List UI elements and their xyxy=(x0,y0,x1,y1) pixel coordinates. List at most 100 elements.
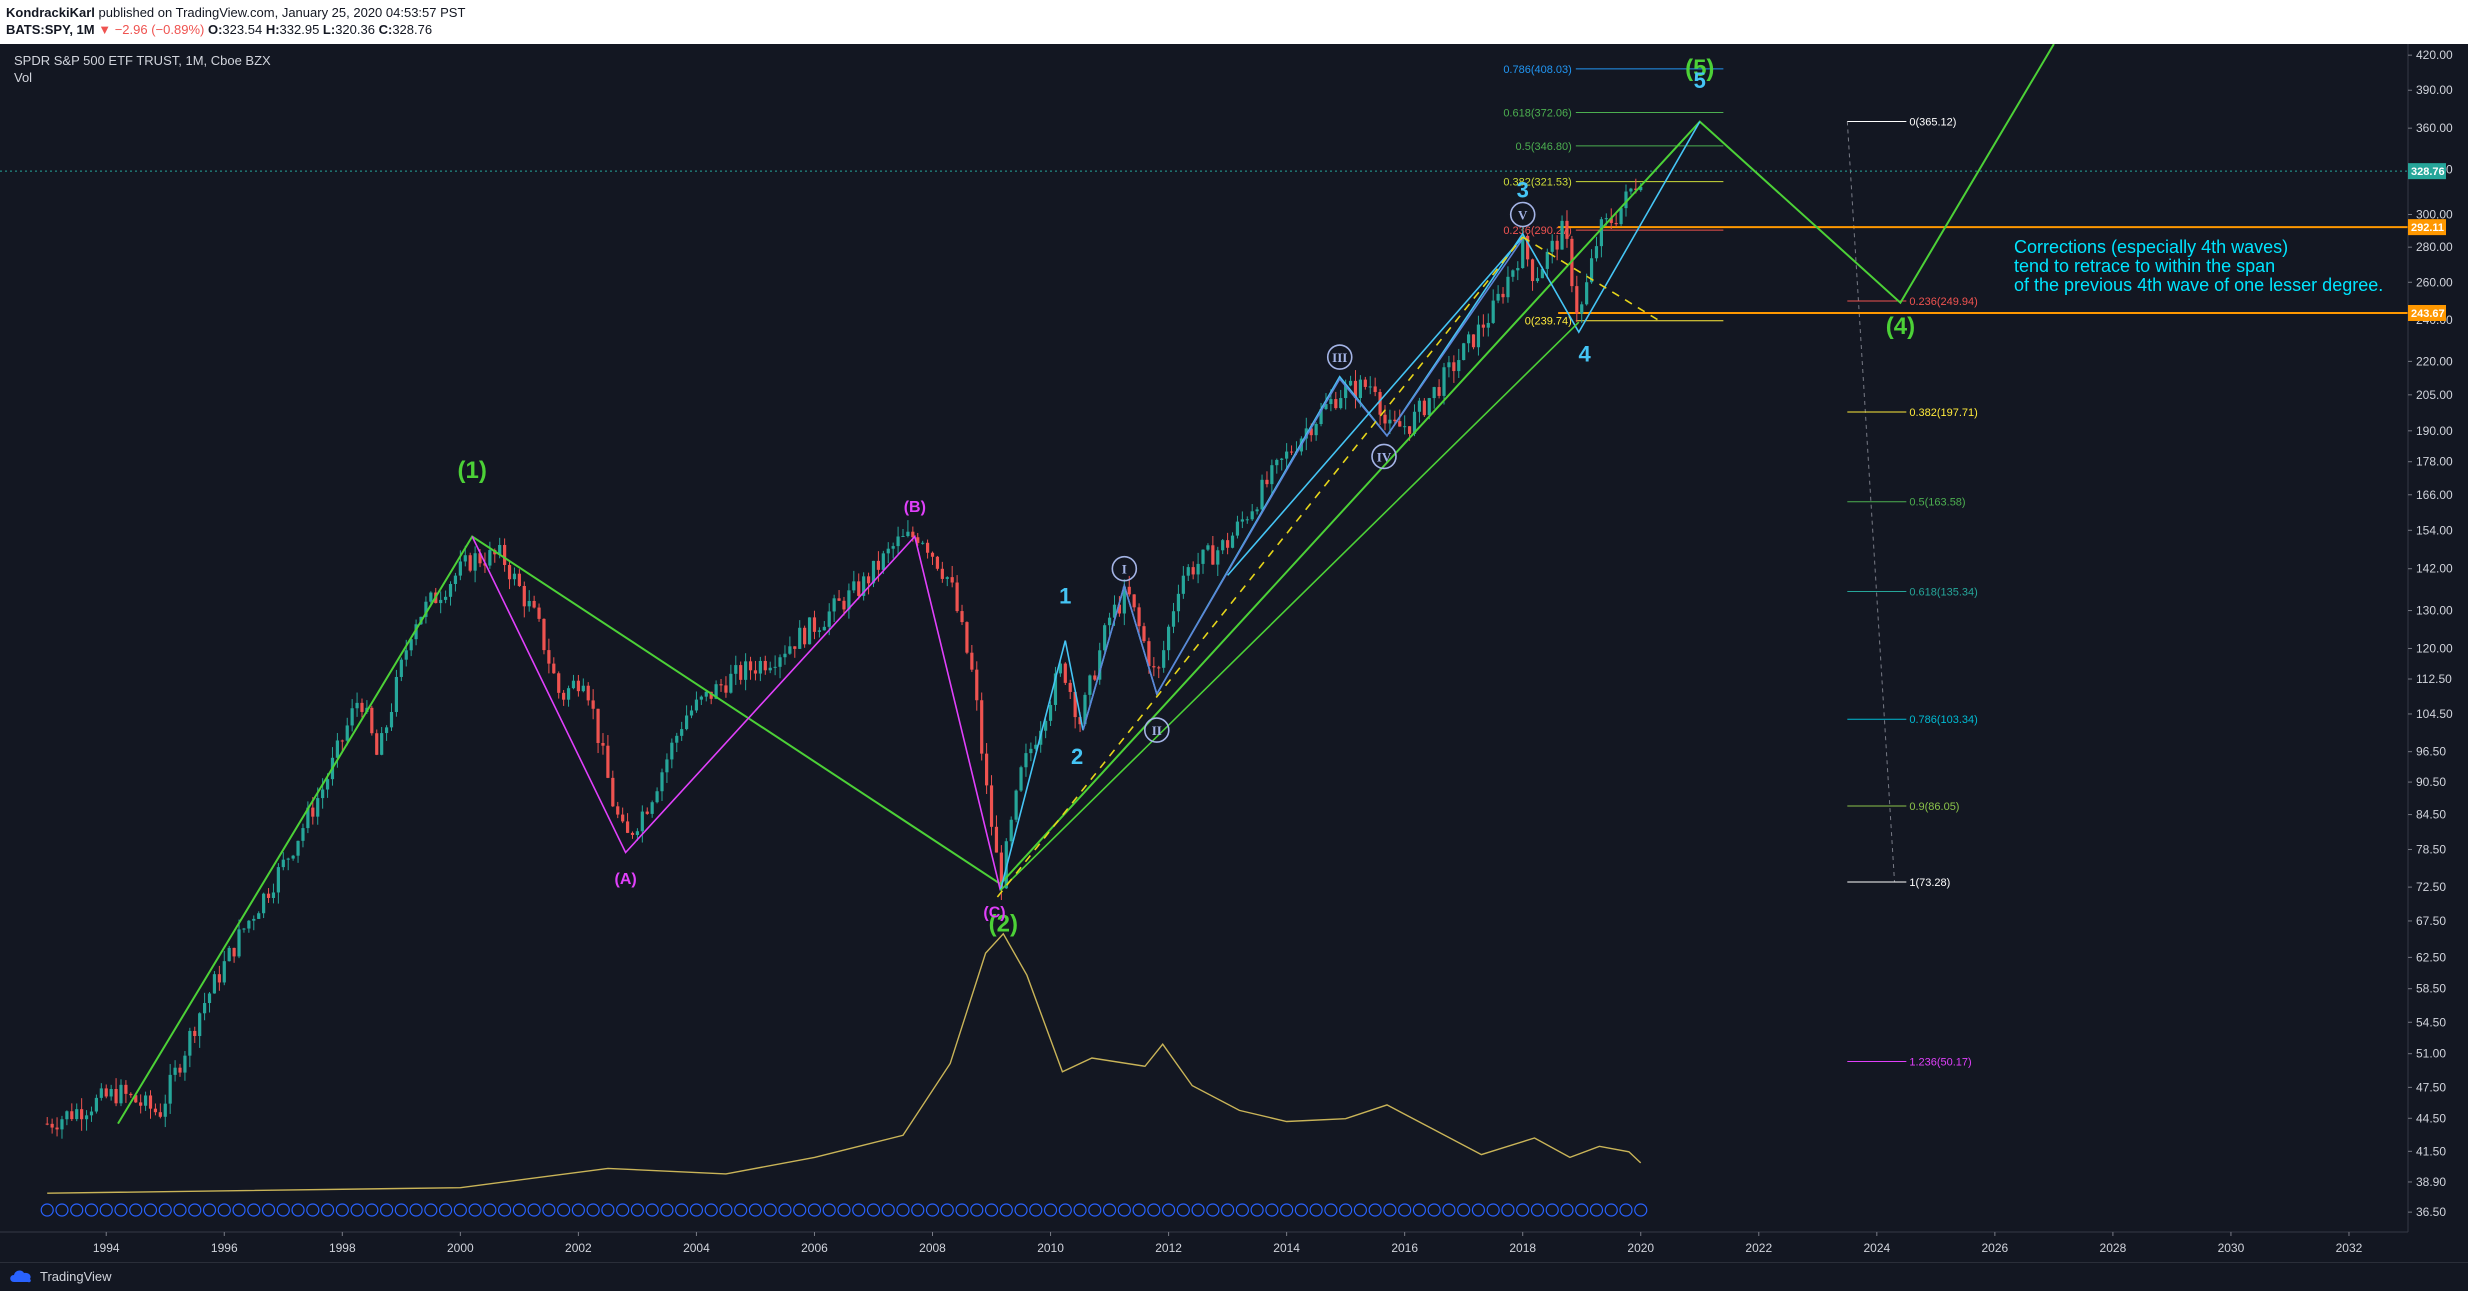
dividend-marker xyxy=(276,1203,290,1217)
instrument-title: SPDR S&P 500 ETF TRUST, 1M, Cboe BZX xyxy=(14,53,271,68)
price-tick-label: 72.50 xyxy=(2416,880,2446,894)
wave-label: 4 xyxy=(1579,341,1592,366)
candle-body xyxy=(911,531,915,538)
dividend-marker xyxy=(1634,1203,1648,1217)
wave-label: 1 xyxy=(1059,583,1071,608)
price-tick-label: 154.00 xyxy=(2416,523,2453,537)
dividend-marker xyxy=(1457,1203,1471,1217)
dividend-marker xyxy=(1619,1203,1633,1217)
author-name[interactable]: KondrackiKarl xyxy=(6,5,95,20)
dividend-marker xyxy=(394,1203,408,1217)
wave-circle-label: V xyxy=(1518,207,1528,222)
wave-circle-label: III xyxy=(1332,350,1347,365)
candle-body xyxy=(1462,343,1466,361)
dividend-marker xyxy=(586,1203,600,1217)
candle-body xyxy=(65,1111,69,1120)
candle-body xyxy=(45,1123,49,1125)
candle-body xyxy=(562,692,566,700)
price-tick-label: 96.50 xyxy=(2416,745,2446,759)
candle-body xyxy=(778,657,782,667)
candle-body xyxy=(606,745,610,778)
price-tick-label: 280.00 xyxy=(2416,240,2453,254)
candle-body xyxy=(271,892,276,898)
candle-body xyxy=(453,575,458,584)
candle-body xyxy=(680,729,684,736)
candle-body xyxy=(768,667,772,671)
candle-body xyxy=(183,1055,187,1073)
dividend-marker xyxy=(1412,1203,1427,1217)
candle-body xyxy=(552,663,556,674)
candle-body xyxy=(1383,414,1387,424)
annotation-line-1: Corrections (especially 4th waves) xyxy=(2014,237,2289,257)
candle-body xyxy=(1521,235,1525,269)
time-tick-label: 2010 xyxy=(1037,1241,1064,1255)
candle-body xyxy=(876,560,881,570)
candle-body xyxy=(89,1111,94,1116)
candle-body xyxy=(744,661,748,680)
annotation-line-2: tend to retrace to within the span xyxy=(2014,256,2276,276)
candle-body xyxy=(1526,235,1530,260)
dividend-marker xyxy=(616,1203,630,1217)
dividend-marker xyxy=(1471,1203,1486,1217)
dividend-marker xyxy=(1353,1203,1368,1217)
price-change: ▼ −2.96 (−0.89%) xyxy=(98,22,205,37)
wave-label: (1) xyxy=(457,457,486,484)
price-tick-label: 390.00 xyxy=(2416,83,2453,97)
wave-label: 3 xyxy=(1517,177,1529,202)
dividend-marker xyxy=(527,1203,541,1217)
candle-body xyxy=(50,1123,54,1128)
dividend-marker xyxy=(129,1203,143,1217)
dividend-marker xyxy=(261,1203,276,1217)
candle-body xyxy=(748,661,753,671)
tradingview-logo[interactable]: TradingView xyxy=(8,1268,112,1284)
candle-body xyxy=(99,1088,103,1098)
candle-body xyxy=(281,859,285,868)
wave-circle xyxy=(1143,717,1170,743)
candle-body xyxy=(837,598,841,601)
candle-body xyxy=(621,814,625,822)
candle-body xyxy=(1609,218,1613,224)
candle-body xyxy=(827,611,831,627)
dividend-marker xyxy=(852,1203,866,1217)
candle-body xyxy=(296,840,300,856)
candle-body xyxy=(1270,465,1274,485)
candle-body xyxy=(1073,691,1077,718)
dividend-marker xyxy=(498,1203,512,1217)
candle-body xyxy=(1550,240,1554,252)
candle-body xyxy=(380,733,384,755)
dividend-events-layer xyxy=(40,1203,1648,1217)
wave-circle-label: I xyxy=(1122,562,1127,577)
candle-body xyxy=(60,1119,64,1130)
candle-body xyxy=(247,920,251,929)
annotation-line-3: of the previous 4th wave of one lesser d… xyxy=(2014,275,2384,295)
candle-body xyxy=(335,740,339,758)
candle-body xyxy=(916,537,920,543)
volume-indicator-label[interactable]: Vol xyxy=(14,70,33,85)
candle-body xyxy=(1599,219,1603,247)
price-chart[interactable]: 0.786(408.03) 0.618(372.06) 0.5(346.80) 0.3… xyxy=(0,44,2468,1262)
candle-body xyxy=(999,852,1003,889)
candle-body xyxy=(1629,188,1633,192)
candle-body xyxy=(547,650,551,664)
candle-body xyxy=(1186,567,1190,576)
dividend-marker xyxy=(40,1203,54,1217)
candle-body xyxy=(1147,641,1151,667)
candle-body xyxy=(178,1067,182,1073)
wave-circle xyxy=(1111,555,1138,582)
candle-body xyxy=(1275,459,1279,466)
dividend-marker xyxy=(793,1203,807,1217)
candle-body xyxy=(1516,268,1520,271)
price-tick-label: 142.00 xyxy=(2416,562,2453,576)
symbol-label: BATS:SPY, 1M xyxy=(6,22,95,37)
candle-body xyxy=(709,691,713,699)
candle-body xyxy=(1358,379,1363,398)
price-tick-label: 190.00 xyxy=(2416,424,2453,438)
price-tick-label: 44.50 xyxy=(2416,1111,2446,1125)
dividend-marker xyxy=(1250,1203,1264,1217)
candle-body xyxy=(1398,421,1402,427)
candle-body xyxy=(1575,286,1579,314)
time-tick-label: 1998 xyxy=(329,1241,356,1255)
candle-body xyxy=(1107,617,1112,626)
axes-layer: 420.00390.00360.00330.00300.00280.00260.… xyxy=(0,44,2468,1255)
candle-body xyxy=(84,1115,89,1120)
